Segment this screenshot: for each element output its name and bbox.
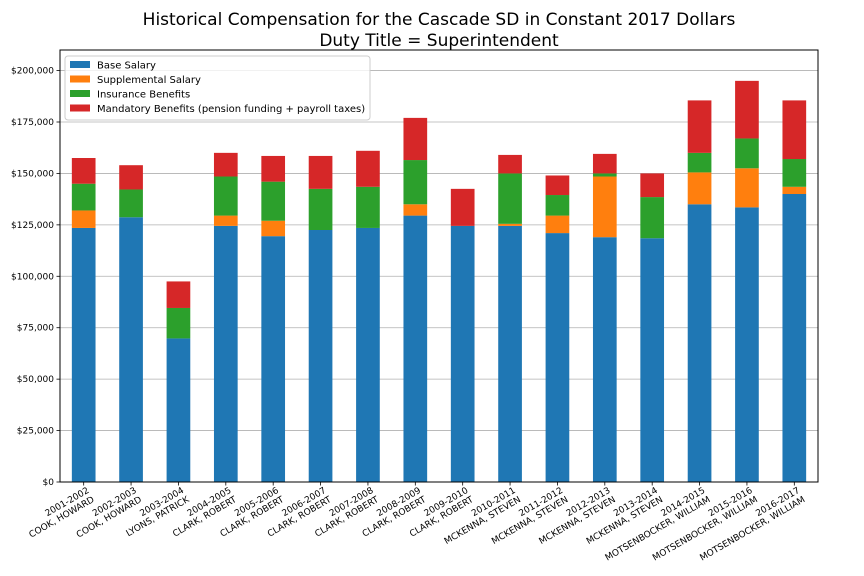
bar-mandatory-2009-2010: [450, 188, 475, 226]
bar-mandatory-2004-2005: [213, 152, 238, 177]
y-tick-label: $175,000: [11, 118, 54, 128]
legend-swatch: [70, 104, 90, 112]
bar-insurance-2010-2011: [498, 173, 522, 224]
bar-mandatory-2011-2012: [545, 175, 570, 196]
bar-supplemental-2010-2011: [498, 223, 522, 226]
bar-insurance-2011-2012: [545, 195, 570, 216]
bar-base-2003-2004: [166, 338, 191, 482]
legend-label: Mandatory Benefits (pension funding + pa…: [97, 104, 365, 115]
legend-label: Supplemental Salary: [97, 75, 201, 86]
bar-base-2004-2005: [213, 225, 238, 482]
bar-base-2007-2008: [356, 227, 380, 482]
bar-mandatory-2005-2006: [261, 155, 286, 182]
bar-base-2011-2012: [545, 233, 570, 482]
bar-insurance-2008-2009: [403, 160, 428, 205]
bar-supplemental-2008-2009: [403, 204, 428, 216]
bar-base-2006-2007: [308, 230, 333, 482]
y-tick-label: $150,000: [11, 169, 54, 179]
bar-mandatory-2010-2011: [498, 154, 522, 174]
bar-insurance-2012-2013: [592, 173, 617, 177]
bar-insurance-2001-2002: [71, 183, 96, 211]
y-axis: $0 $25,000 $50,000 $75,000 $100,000 $125,000 $…: [11, 67, 60, 488]
bar-base-2010-2011: [498, 225, 522, 482]
bar-mandatory-2008-2009: [403, 117, 428, 161]
bars: [71, 80, 807, 483]
legend-label: Insurance Benefits: [97, 90, 190, 101]
y-tick-label: $100,000: [11, 272, 54, 282]
y-tick-label: $0: [43, 478, 55, 488]
bar-mandatory-2012-2013: [592, 153, 617, 174]
y-tick-label: $50,000: [17, 375, 54, 385]
legend-swatch: [70, 75, 90, 83]
bar-supplemental-2005-2006: [261, 220, 286, 237]
bar-mandatory-2015-2016: [735, 80, 759, 139]
bar-mandatory-2014-2015: [687, 100, 712, 153]
bar-supplemental-2015-2016: [735, 168, 759, 208]
y-tick-label: $125,000: [11, 221, 54, 231]
legend-box: [64, 55, 371, 121]
legend: Base Salary Supplemental Salary Insurance …: [64, 55, 371, 121]
bar-supplemental-2014-2015: [687, 172, 712, 205]
bar-supplemental-2012-2013: [592, 176, 617, 238]
bar-insurance-2015-2016: [735, 138, 759, 169]
bar-insurance-2002-2003: [119, 189, 143, 218]
bar-base-2008-2009: [403, 215, 428, 482]
legend-swatch: [70, 61, 90, 68]
plot-frame: [59, 49, 819, 483]
bar-base-2002-2003: [119, 217, 143, 482]
bar-base-2016-2017: [782, 194, 807, 482]
bar-insurance-2003-2004: [166, 307, 191, 339]
bar-supplemental-2001-2002: [71, 210, 96, 228]
bar-insurance-2016-2017: [782, 159, 807, 187]
bar-base-2014-2015: [687, 204, 712, 483]
y-tick-label: $75,000: [17, 324, 54, 334]
y-tick-label: $25,000: [17, 427, 54, 437]
bar-mandatory-2016-2017: [782, 100, 807, 160]
bar-mandatory-2002-2003: [119, 165, 143, 190]
bar-insurance-2013-2014: [640, 197, 665, 239]
bar-insurance-2014-2015: [687, 152, 712, 173]
bar-supplemental-2011-2012: [545, 215, 570, 234]
bar-insurance-2007-2008: [356, 186, 380, 228]
legend-swatch: [70, 90, 90, 97]
bar-base-2012-2013: [592, 237, 617, 482]
bar-mandatory-2003-2004: [166, 281, 191, 308]
bar-supplemental-2004-2005: [213, 215, 238, 226]
bar-supplemental-2016-2017: [782, 186, 807, 194]
bar-base-2009-2010: [450, 225, 475, 482]
chart-title: Historical Compensation for the Cascade …: [143, 10, 736, 30]
legend-label: Base Salary: [97, 61, 156, 72]
bar-base-2013-2014: [640, 238, 665, 482]
bar-base-2015-2016: [735, 207, 759, 482]
bar-insurance-2006-2007: [308, 188, 333, 230]
bar-mandatory-2007-2008: [356, 150, 380, 187]
chart-subtitle: Duty Title = Superintendent: [319, 31, 559, 51]
bar-mandatory-2013-2014: [640, 173, 665, 198]
bar-base-2001-2002: [71, 227, 96, 482]
bar-insurance-2005-2006: [261, 181, 286, 221]
y-tick-label: $200,000: [11, 67, 54, 77]
bar-mandatory-2001-2002: [71, 158, 96, 184]
bar-mandatory-2006-2007: [308, 155, 333, 189]
bar-base-2005-2006: [261, 236, 286, 482]
bar-insurance-2004-2005: [213, 176, 238, 216]
